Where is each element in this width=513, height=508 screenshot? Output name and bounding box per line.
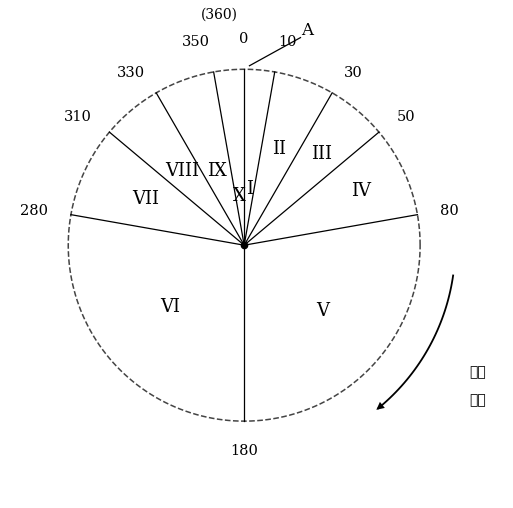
Text: I: I — [246, 180, 252, 198]
Text: (360): (360) — [201, 8, 238, 22]
Text: 30: 30 — [344, 66, 362, 80]
Text: 50: 50 — [397, 110, 415, 124]
Text: 280: 280 — [21, 204, 48, 218]
Text: 10: 10 — [279, 36, 297, 49]
Text: IV: IV — [350, 182, 370, 200]
Text: 方向: 方向 — [469, 393, 486, 407]
Text: 0: 0 — [240, 33, 249, 46]
Text: 180: 180 — [230, 444, 258, 458]
Text: 310: 310 — [64, 110, 92, 124]
Text: V: V — [316, 302, 329, 320]
Text: 330: 330 — [116, 66, 145, 80]
Text: III: III — [310, 145, 331, 163]
Text: 350: 350 — [182, 36, 210, 49]
Text: A: A — [302, 22, 313, 39]
Text: 80: 80 — [440, 204, 459, 218]
Text: VII: VII — [132, 190, 159, 208]
Text: II: II — [272, 140, 286, 158]
Text: X: X — [232, 187, 246, 205]
Text: VIII: VIII — [165, 162, 199, 180]
Text: IX: IX — [207, 162, 227, 180]
Text: 旋转: 旋转 — [469, 365, 486, 379]
Text: VI: VI — [160, 298, 180, 316]
